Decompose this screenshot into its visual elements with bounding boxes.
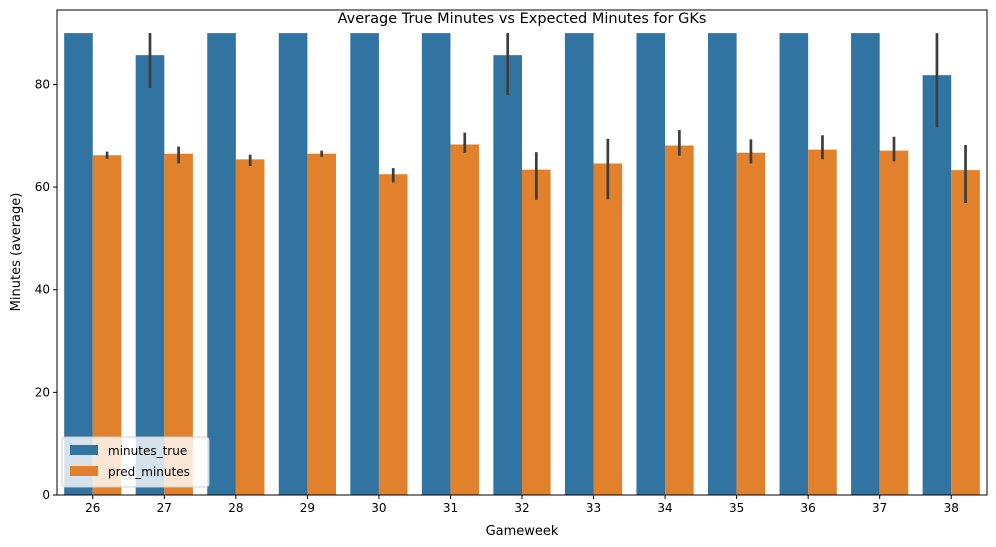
bar-pred_minutes-36 (808, 149, 837, 495)
y-axis: 0 20 40 60 80 (35, 77, 57, 502)
bars-group (64, 33, 980, 496)
bar-minutes_true-29 (278, 33, 308, 495)
bar-pred_minutes-34 (665, 145, 694, 495)
legend-swatch-pred_minutes (70, 466, 98, 476)
x-tick-label: 29 (300, 501, 315, 515)
bar-minutes_true-38 (922, 75, 952, 495)
bar-pred_minutes-38 (951, 170, 980, 495)
legend-box (61, 436, 210, 488)
bar-minutes_true-35 (708, 33, 737, 495)
y-tick-label: 20 (35, 385, 50, 399)
x-tick-label: 37 (872, 501, 887, 515)
chart-title: Average True Minutes vs Expected Minutes… (338, 11, 707, 27)
bar-pred_minutes-29 (307, 153, 336, 495)
legend-label-pred_minutes: pred_minutes (108, 465, 190, 479)
x-tick-label: 26 (85, 501, 100, 515)
y-tick-label: 80 (35, 77, 50, 91)
y-axis-label: Minutes (average) (9, 193, 24, 312)
bar-minutes_true-28 (207, 33, 236, 495)
legend-label-minutes_true: minutes_true (108, 444, 187, 458)
y-tick-label: 0 (42, 488, 50, 502)
plot-frame (56, 9, 988, 496)
bar-minutes_true-30 (350, 33, 379, 495)
x-axis: 26 27 28 29 30 31 32 33 34 35 36 37 38 (85, 495, 959, 515)
bar-minutes_true-34 (636, 33, 666, 495)
legend-swatch-minutes_true (70, 445, 98, 455)
bar-minutes_true-37 (851, 33, 880, 495)
bar-minutes_true-27 (135, 55, 165, 495)
y-tick-label: 60 (35, 180, 50, 194)
y-tick-label: 40 (35, 283, 50, 297)
bar-minutes_true-31 (421, 33, 451, 495)
x-axis-label: Gameweek (486, 524, 559, 539)
x-tick-label: 28 (228, 501, 243, 515)
x-tick-label: 36 (801, 501, 816, 515)
bar-pred_minutes-31 (450, 144, 480, 495)
bar-minutes_true-36 (779, 33, 809, 495)
bar-pred_minutes-37 (879, 150, 909, 496)
bar-pred_minutes-33 (593, 163, 623, 496)
x-tick-label: 27 (157, 501, 172, 515)
x-tick-label: 31 (443, 501, 458, 515)
bar-minutes_true-32 (493, 55, 522, 495)
x-tick-label: 34 (657, 501, 672, 515)
legend: minutes_true pred_minutes (61, 436, 210, 488)
bar-pred_minutes-28 (235, 159, 265, 495)
error-bars-group (105, 33, 967, 203)
x-tick-label: 38 (944, 501, 959, 515)
bar-minutes_true-33 (564, 33, 594, 495)
x-tick-label: 35 (729, 501, 744, 515)
x-tick-label: 30 (371, 501, 386, 515)
bar-pred_minutes-35 (736, 152, 766, 495)
bar-minutes_true-26 (64, 33, 93, 495)
bar-pred_minutes-32 (522, 169, 551, 495)
x-tick-label: 32 (514, 501, 529, 515)
bar-pred_minutes-30 (378, 174, 408, 496)
x-tick-label: 33 (586, 501, 601, 515)
